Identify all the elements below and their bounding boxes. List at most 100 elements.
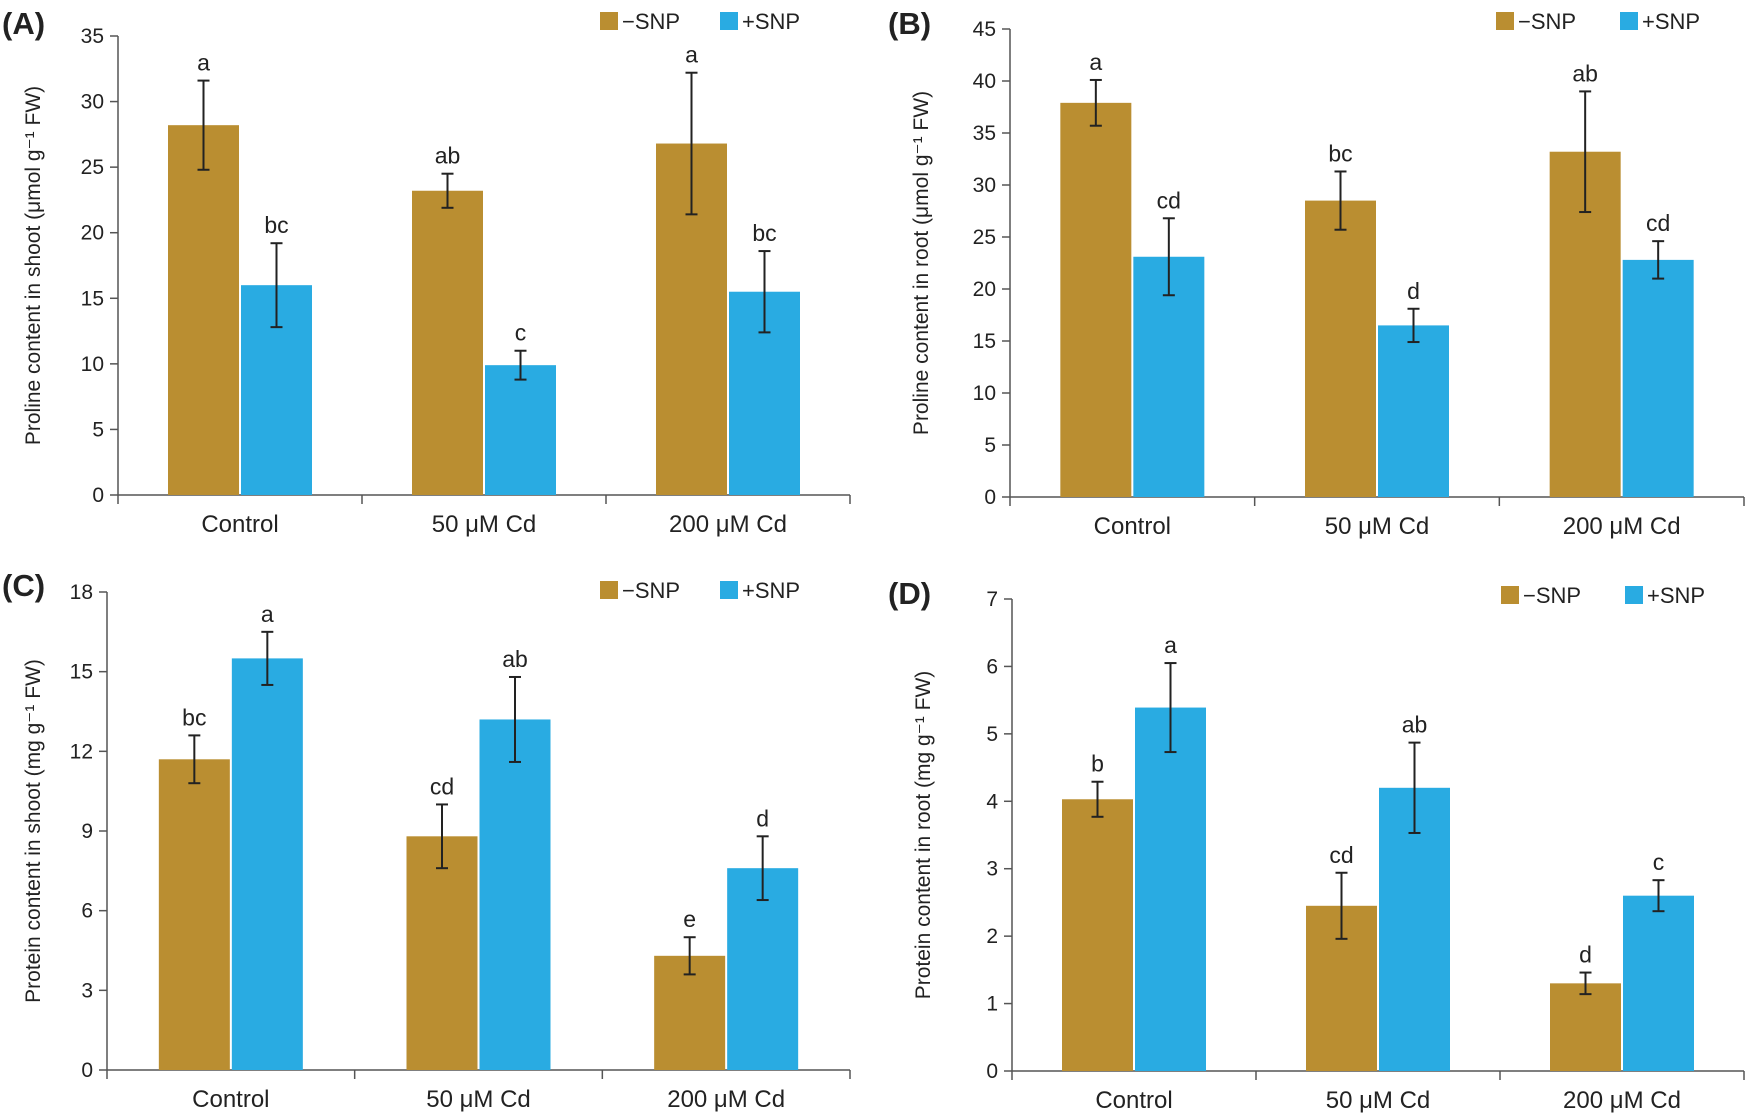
- x-category-label: 200 μM Cd: [669, 511, 787, 538]
- significance-letter: ab: [435, 143, 461, 169]
- y-tick-label: 35: [81, 25, 104, 48]
- y-tick-label: 10: [81, 353, 104, 376]
- x-category-label: 50 μM Cd: [432, 511, 537, 538]
- chart-panel-3: (C) Protein content in shoot (mg g⁻¹ FW) 0…: [2, 568, 851, 1113]
- significance-letter: c: [1653, 849, 1665, 875]
- y-tick-label: 9: [81, 820, 93, 843]
- y-tick-label: 0: [986, 1060, 998, 1083]
- bar-plus-snp: +SNP 200 μM Cd: 7.6: [727, 868, 799, 1070]
- x-category-label: 50 μM Cd: [1325, 513, 1430, 540]
- y-tick-label: 10: [973, 382, 996, 405]
- y-axis-title: Proline content in root (μmol g⁻¹ FW): [910, 91, 933, 435]
- error-bar: [261, 630, 274, 686]
- significance-letter: ab: [502, 646, 528, 672]
- bar-minus-snp: −SNP 50 μM Cd: 28.5: [1305, 200, 1376, 497]
- legend-label: +SNP: [742, 578, 800, 603]
- error-bar: [1579, 971, 1592, 996]
- y-tick-label: 0: [92, 484, 104, 507]
- legend: −SNP +SNP: [600, 578, 800, 603]
- error-bar: [1164, 662, 1177, 754]
- significance-letter: a: [685, 42, 698, 68]
- bar-plus-snp: +SNP 50 μM Cd: 16.5: [1378, 325, 1449, 497]
- panel-letter: (B): [888, 6, 931, 41]
- chart-panel-2: (B) Proline content in root (μmol g⁻¹ FW)…: [888, 6, 1745, 540]
- significance-letter: a: [1164, 632, 1177, 658]
- significance-letter: cd: [1329, 842, 1353, 868]
- x-category-label: Control: [1095, 1087, 1172, 1114]
- error-bar: [758, 250, 771, 334]
- y-tick-label: 2: [986, 925, 998, 948]
- significance-letter: cd: [430, 773, 454, 799]
- panel-letter: (D): [888, 576, 931, 611]
- legend-label: +SNP: [1642, 9, 1700, 34]
- significance-letter: a: [1089, 49, 1102, 75]
- significance-letter: bc: [264, 212, 288, 238]
- significance-letter: ab: [1402, 712, 1428, 738]
- error-bar: [1652, 879, 1665, 913]
- error-bar: [1334, 170, 1347, 231]
- legend-swatch: [720, 581, 738, 599]
- error-bar: [509, 675, 521, 763]
- y-tick-label: 15: [973, 330, 996, 353]
- y-tick-label: 0: [81, 1059, 93, 1082]
- legend-swatch: [600, 12, 618, 30]
- significance-letter: cd: [1157, 187, 1181, 213]
- error-bar: [1335, 871, 1348, 940]
- chart-panel-1: (A) Proline content in shoot (μmol g⁻¹ FW…: [2, 6, 851, 538]
- significance-letter: d: [1407, 278, 1420, 304]
- error-bar: [1091, 780, 1104, 818]
- legend-swatch: [1496, 12, 1514, 30]
- bar-minus-snp: −SNP 50 μM Cd: 8.8: [406, 836, 478, 1070]
- bar-plus-snp: +SNP 50 μM Cd: 9.9: [485, 365, 556, 495]
- legend-label: +SNP: [1647, 583, 1705, 608]
- bar-plus-snp: +SNP 50 μM Cd: 4.2: [1379, 787, 1450, 1071]
- error-bar: [1652, 240, 1665, 280]
- bar-minus-snp: −SNP 50 μM Cd: 23.2: [412, 190, 483, 495]
- legend-label: +SNP: [742, 9, 800, 34]
- y-tick-label: 15: [81, 287, 104, 310]
- y-tick-label: 30: [81, 91, 104, 114]
- error-bar: [1162, 217, 1175, 297]
- significance-letter: e: [683, 906, 696, 932]
- error-bar: [1579, 90, 1592, 214]
- legend-swatch: [720, 12, 738, 30]
- legend: −SNP +SNP: [1496, 9, 1700, 34]
- x-category-label: 200 μM Cd: [1563, 1087, 1681, 1114]
- legend: −SNP +SNP: [600, 9, 800, 34]
- y-tick-label: 20: [81, 222, 104, 245]
- y-axis-title: Protein content in root (mg g⁻¹ FW): [912, 671, 935, 1000]
- significance-letter: b: [1091, 751, 1104, 777]
- y-tick-label: 1: [986, 993, 998, 1016]
- panel-letter: (C): [2, 568, 45, 603]
- y-tick-label: 35: [973, 122, 996, 145]
- y-tick-label: 25: [81, 156, 104, 179]
- x-category-label: Control: [201, 511, 278, 538]
- y-tick-label: 5: [92, 418, 104, 441]
- legend-label: −SNP: [622, 578, 680, 603]
- chart-panel-4: (D) Protein content in root (mg g⁻¹ FW) 0 1…: [888, 576, 1745, 1114]
- y-tick-label: 45: [973, 18, 996, 41]
- bar-minus-snp: −SNP Control: 4.03: [1062, 799, 1133, 1071]
- significance-letter: d: [1579, 942, 1592, 968]
- legend-swatch: [600, 581, 618, 599]
- y-axis-title: Protein content in shoot (mg g⁻¹ FW): [22, 659, 45, 1003]
- significance-letter: a: [197, 50, 210, 76]
- bar-plus-snp: +SNP Control: 23.1: [1133, 256, 1205, 497]
- bar-plus-snp: +SNP Control: 15.5: [231, 658, 303, 1070]
- y-axis-title: Proline content in shoot (μmol g⁻¹ FW): [22, 86, 45, 445]
- error-bar: [683, 936, 696, 976]
- significance-letter: a: [261, 601, 274, 627]
- error-bar: [1407, 307, 1420, 344]
- error-bar: [1408, 741, 1421, 834]
- y-tick-label: 30: [973, 174, 996, 197]
- significance-letter: ab: [1572, 60, 1598, 86]
- y-tick-label: 0: [984, 486, 996, 509]
- y-tick-label: 40: [973, 70, 996, 93]
- significance-letter: d: [756, 805, 769, 831]
- y-tick-label: 6: [986, 655, 998, 678]
- x-category-label: Control: [1094, 513, 1171, 540]
- x-category-label: 50 μM Cd: [1326, 1087, 1431, 1114]
- error-bar: [436, 803, 448, 870]
- significance-letter: cd: [1646, 210, 1670, 236]
- y-tick-label: 3: [81, 979, 93, 1002]
